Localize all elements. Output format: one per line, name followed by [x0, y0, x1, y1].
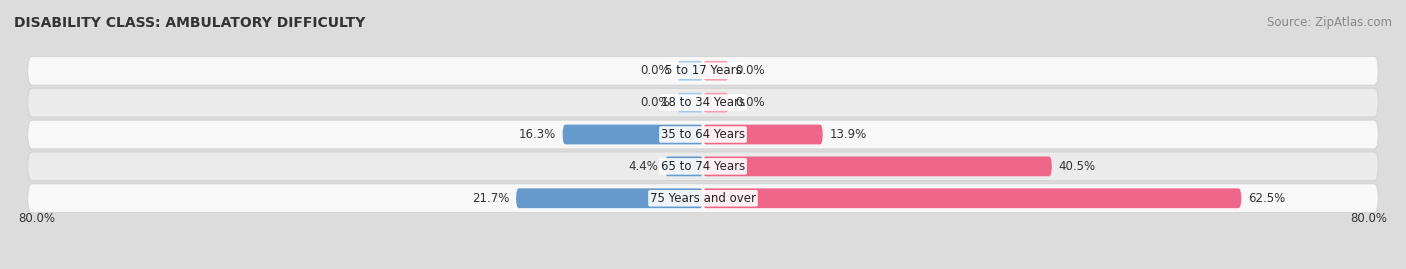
FancyBboxPatch shape: [28, 152, 1378, 181]
Text: Source: ZipAtlas.com: Source: ZipAtlas.com: [1267, 16, 1392, 29]
Text: 16.3%: 16.3%: [519, 128, 555, 141]
FancyBboxPatch shape: [703, 188, 1241, 208]
Text: 21.7%: 21.7%: [472, 192, 509, 205]
Text: 4.4%: 4.4%: [628, 160, 658, 173]
FancyBboxPatch shape: [516, 188, 703, 208]
FancyBboxPatch shape: [28, 120, 1378, 149]
FancyBboxPatch shape: [28, 56, 1378, 85]
Text: 80.0%: 80.0%: [1351, 211, 1388, 225]
FancyBboxPatch shape: [703, 93, 728, 112]
FancyBboxPatch shape: [665, 157, 703, 176]
Text: 18 to 34 Years: 18 to 34 Years: [661, 96, 745, 109]
FancyBboxPatch shape: [678, 61, 703, 81]
Text: 0.0%: 0.0%: [641, 64, 671, 77]
Text: 5 to 17 Years: 5 to 17 Years: [665, 64, 741, 77]
Text: 0.0%: 0.0%: [735, 96, 765, 109]
Text: 65 to 74 Years: 65 to 74 Years: [661, 160, 745, 173]
FancyBboxPatch shape: [703, 61, 728, 81]
Text: 0.0%: 0.0%: [735, 64, 765, 77]
FancyBboxPatch shape: [703, 157, 1052, 176]
Text: 0.0%: 0.0%: [641, 96, 671, 109]
FancyBboxPatch shape: [28, 184, 1378, 213]
Text: 13.9%: 13.9%: [830, 128, 868, 141]
Text: 35 to 64 Years: 35 to 64 Years: [661, 128, 745, 141]
FancyBboxPatch shape: [562, 125, 703, 144]
Text: 75 Years and over: 75 Years and over: [650, 192, 756, 205]
FancyBboxPatch shape: [678, 93, 703, 112]
FancyBboxPatch shape: [703, 125, 823, 144]
Text: 62.5%: 62.5%: [1249, 192, 1285, 205]
Text: DISABILITY CLASS: AMBULATORY DIFFICULTY: DISABILITY CLASS: AMBULATORY DIFFICULTY: [14, 16, 366, 30]
FancyBboxPatch shape: [28, 88, 1378, 117]
Text: 80.0%: 80.0%: [18, 211, 55, 225]
Text: 40.5%: 40.5%: [1059, 160, 1095, 173]
